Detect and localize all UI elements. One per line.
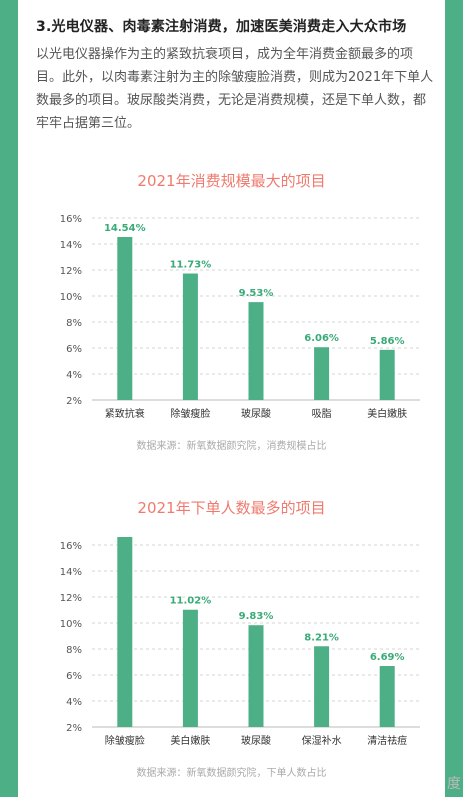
chart-2-value-label: 8.21% xyxy=(304,632,339,643)
chart-2-source: 数据来源：新氧数据颜究院，下单人数占比 xyxy=(136,768,327,779)
chart-2-value-label: 11.02% xyxy=(170,596,212,607)
chart-1-y-tick-label: 2% xyxy=(66,396,82,407)
chart-2-x-tick-label: 玻尿酸 xyxy=(241,734,271,747)
chart-2-y-tick-label: 6% xyxy=(66,671,82,682)
chart-1-y-tick-label: 16% xyxy=(60,214,82,225)
chart-2-y-tick-label: 16% xyxy=(60,541,82,552)
chart-1-bar xyxy=(248,302,264,400)
chart-2-bar xyxy=(248,625,264,727)
chart-1-value-label: 14.54% xyxy=(104,223,146,234)
chart-1-y-tick-label: 6% xyxy=(66,344,82,355)
chart-1-bar xyxy=(182,273,198,400)
corner-glyph: 度 xyxy=(447,776,461,792)
chart-1-value-label: 5.86% xyxy=(370,336,405,347)
chart-2-bar xyxy=(182,609,198,727)
chart-2-bar xyxy=(314,646,330,727)
section-paragraph: 以光电仪器操作为主的紧致抗衰项目，成为全年消费金额最多的项目。此外，以肉毒素注射… xyxy=(36,47,434,131)
chart-2-x-tick-label: 美白嫩肤 xyxy=(170,734,210,747)
chart-1-y-tick-label: 8% xyxy=(66,318,82,329)
chart-1-y-tick-label: 12% xyxy=(60,266,82,277)
chart-1-y-tick-label: 4% xyxy=(66,370,82,381)
chart-2-x-tick-label: 清洁祛痘 xyxy=(367,734,407,747)
chart-2-bar xyxy=(379,666,395,727)
chart-1-y-tick-label: 14% xyxy=(60,240,82,251)
chart-1-value-label: 11.73% xyxy=(170,260,212,271)
section-heading: 3.光电仪器、肉毒素注射消费，加速医美消费走入大众市场 xyxy=(36,19,407,35)
chart-1-x-tick-label: 吸脂 xyxy=(312,407,332,420)
chart-1-x-tick-label: 除皱瘦脸 xyxy=(170,407,210,420)
chart-1-consumption-scale: 2% 4% 6% 8% 10% 12% 14% 16% 14.54% 紧致抗衰 11.73% 除皱瘦脸… xyxy=(60,214,420,420)
chart-1-bar xyxy=(379,349,395,400)
chart-2-y-tick-label: 4% xyxy=(66,697,82,708)
chart-1-value-label: 6.06% xyxy=(304,333,339,344)
chart-2-title: 2021年下单人数最多的项目 xyxy=(137,499,326,517)
chart-1-bar xyxy=(314,347,330,400)
chart-1-value-label: 9.53% xyxy=(239,288,274,299)
chart-2-x-tick-label: 除皱瘦脸 xyxy=(105,734,145,747)
chart-2-value-label: 9.83% xyxy=(239,611,274,622)
chart-2-y-tick-label: 8% xyxy=(66,645,82,656)
chart-1-title: 2021年消费规模最大的项目 xyxy=(137,172,326,190)
chart-1-bar xyxy=(117,236,133,400)
chart-2-order-count: 2%4%6%8%10%12%14%16%16.93%除皱瘦脸11.02%美白嫩肤… xyxy=(60,537,420,747)
chart-1-source: 数据来源：新氧数据颜究院，消费规模占比 xyxy=(136,441,327,452)
chart-1-x-tick-label: 玻尿酸 xyxy=(241,407,271,420)
chart-2-bar xyxy=(117,537,133,727)
chart-2-x-tick-label: 保湿补水 xyxy=(302,734,342,747)
chart-2-value-label: 6.69% xyxy=(370,652,405,663)
chart-1-y-tick-label: 10% xyxy=(60,292,82,303)
chart-1-x-tick-label: 紧致抗衰 xyxy=(105,407,145,420)
chart-2-y-tick-label: 10% xyxy=(60,619,82,630)
chart-2-y-tick-label: 12% xyxy=(60,593,82,604)
chart-1-x-tick-label: 美白嫩肤 xyxy=(367,407,407,420)
chart-2-y-tick-label: 2% xyxy=(66,723,82,734)
chart-2-y-tick-label: 14% xyxy=(60,567,82,578)
